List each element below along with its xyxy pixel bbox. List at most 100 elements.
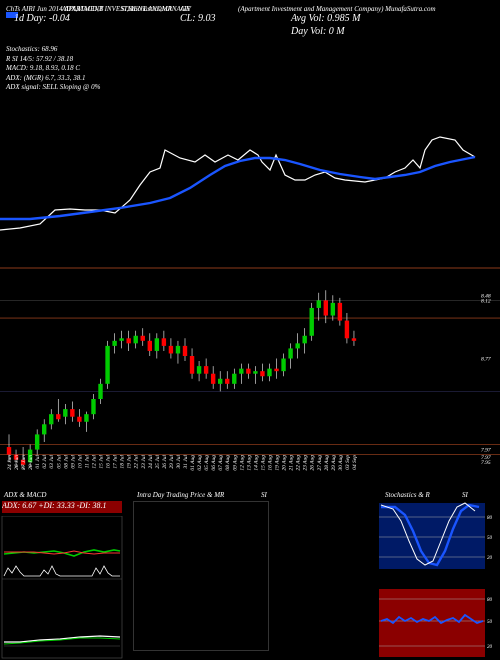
- rsi-level-20: 20: [487, 645, 493, 650]
- date-label: 11 Jul: [84, 455, 90, 469]
- date-label: 24 Jul: [147, 455, 154, 469]
- intraday-si: SI: [261, 491, 267, 499]
- date-label: 02 Aug: [197, 455, 203, 471]
- date-label: 19 Jul: [127, 455, 133, 469]
- candle-body: [274, 368, 279, 372]
- date-label: 28 Jun: [28, 455, 34, 470]
- info-block: Stochastics: 68.96 R SI 14/5: 57.92 / 38…: [6, 45, 100, 93]
- date-label: 08 Aug: [225, 455, 231, 471]
- macd-signal-line: [3, 637, 121, 645]
- date-label: 30 Jul: [176, 455, 182, 470]
- candle-body: [210, 373, 216, 384]
- candle-body: [77, 416, 82, 422]
- stochastics-value: Stochastics: 68.96: [6, 45, 58, 53]
- date-label: 03 Jul: [49, 455, 55, 469]
- candle-body: [98, 383, 103, 399]
- price-level-label: 7.97: [481, 455, 491, 461]
- candle-body: [42, 424, 47, 435]
- candle-body: [330, 302, 336, 316]
- candle-body: [133, 335, 138, 344]
- rsi-level-80: 80: [487, 598, 493, 603]
- date-label: 18 Jul: [120, 455, 126, 469]
- date-label: 12 Jul: [91, 455, 97, 469]
- date-label: 02 Jul: [42, 455, 48, 469]
- date-label: 19 Aug: [275, 455, 281, 471]
- adx-value: ADX: (MGR) 6.7, 33.3, 38.1: [6, 73, 86, 82]
- stochastics-panel: Stochastics & R SI 80 50 20 80 50 20: [375, 491, 500, 660]
- candle-body: [239, 368, 244, 374]
- candle-body: [63, 409, 68, 417]
- macd-value: MACD: 9.18, 8.93, 0.18 C: [6, 64, 81, 72]
- adx-values: ADX: 6.67 +DI: 33.33 -DI: 38.1: [2, 501, 122, 513]
- date-label: 28 Aug: [324, 455, 330, 471]
- date-label: 20 Aug: [282, 455, 288, 471]
- price-level-label: 7.97: [481, 448, 491, 454]
- price-line: [0, 136, 476, 231]
- close-label: CL: 9.03: [180, 13, 216, 24]
- date-label: 31 Jul: [183, 455, 189, 470]
- date-label: 27 Aug: [317, 455, 323, 471]
- candlestick-chart: 8.488.128.777.977.977.95 24 Jun 26 Jun 27 …: [0, 290, 500, 472]
- stoch-level-20: 20: [487, 556, 493, 561]
- candle-body: [196, 366, 202, 374]
- header-left-line: ChTs AIRI Jun 2014 APARTMENT INVESTMENT …: [6, 5, 191, 13]
- candle-body: [126, 338, 131, 344]
- date-label: 01 Aug: [190, 455, 196, 471]
- date-label: 29 Jul: [169, 455, 175, 469]
- date-label: 05 Aug: [204, 455, 210, 471]
- date-label: 22 Jul: [134, 455, 140, 469]
- candle-body: [161, 338, 167, 346]
- candle-body: [175, 345, 181, 354]
- candle-body: [49, 414, 54, 425]
- date-label: 10 Jul: [77, 455, 83, 469]
- candle-body: [27, 449, 33, 463]
- candle-body: [225, 378, 230, 384]
- candle-body: [91, 399, 96, 415]
- candle-body: [309, 307, 314, 336]
- moving-average-line: [0, 155, 476, 221]
- stochastics-title: Stochastics & R: [385, 491, 430, 499]
- candle-body: [323, 300, 328, 316]
- day-change: 1d Day: -0.04: [14, 13, 70, 24]
- date-label: 09 Aug: [232, 455, 238, 471]
- candle-body: [147, 340, 152, 351]
- candle-body: [344, 320, 350, 339]
- day-vol: Day Vol: 0 M: [291, 26, 345, 37]
- date-label: 03 Sep: [345, 455, 351, 470]
- date-label: 05 Jul: [56, 455, 62, 469]
- stoch-k-line: [381, 503, 480, 567]
- date-label: 27 Jun: [21, 455, 27, 470]
- candle-body: [84, 414, 89, 422]
- candle-body: [13, 454, 19, 460]
- candle-body: [119, 338, 124, 341]
- company-name: (Apartment Investment and Management Com…: [238, 5, 436, 13]
- intraday-title: Intra Day Trading Price & MR: [137, 491, 225, 499]
- price-level-label: 7.95: [481, 460, 491, 466]
- price-level-label: 8.48: [481, 292, 491, 299]
- date-label: 12 Aug: [239, 455, 245, 471]
- stochastics-plot: 80 50 20 80 50 20: [379, 502, 493, 657]
- candle-body: [337, 302, 343, 321]
- candle-body: [232, 373, 237, 384]
- brand-marker: [6, 12, 18, 18]
- candle-body: [70, 409, 75, 417]
- candle-body: [267, 368, 272, 377]
- date-label: 24 Jun: [6, 455, 13, 470]
- adx-line: [3, 565, 120, 577]
- stoch-level-80: 80: [487, 516, 493, 521]
- candle-body: [218, 378, 223, 384]
- rsi-value: R SI 14/5: 57.92 / 38.18: [6, 54, 74, 63]
- date-label: 16 Jul: [106, 455, 112, 469]
- date-label: 26 Jul: [162, 455, 168, 469]
- macd-line: [4, 635, 121, 643]
- date-label: 16 Aug: [267, 455, 273, 471]
- candle-body: [34, 434, 40, 450]
- adx-di-minus: [4, 550, 120, 555]
- indicators-label: ADX,MACD,B: [62, 5, 104, 13]
- date-label: 26 Aug: [310, 455, 316, 471]
- candle-body: [182, 345, 188, 356]
- avg-vol: Avg Vol: 0.985 M: [291, 13, 361, 24]
- candle-body: [260, 371, 265, 377]
- price-level-label: 8.77: [481, 357, 491, 363]
- date-label: 21 Aug: [289, 455, 295, 471]
